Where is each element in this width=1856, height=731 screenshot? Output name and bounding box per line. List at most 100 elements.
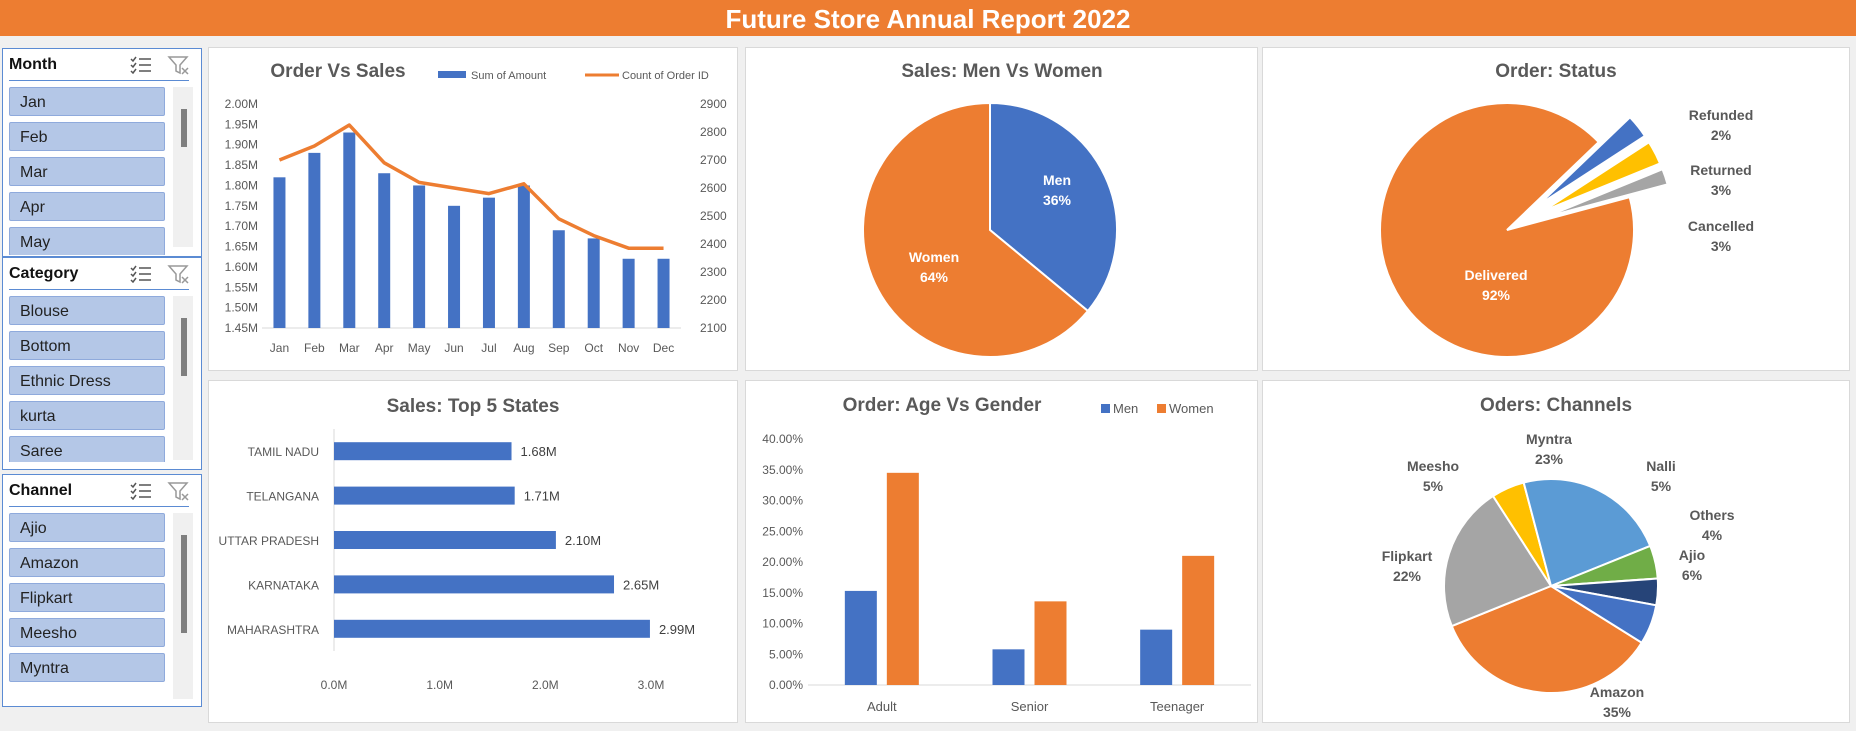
x-tick-label: Jan bbox=[270, 341, 289, 355]
slicer-header: Channel bbox=[3, 475, 201, 505]
y2-tick-label: 2200 bbox=[700, 293, 727, 307]
slicer-item-blouse[interactable]: Blouse bbox=[9, 296, 165, 325]
pie-slice-refunded bbox=[1544, 167, 1669, 219]
slicer-item-saree[interactable]: Saree bbox=[9, 436, 165, 462]
y-tick-label: 20.00% bbox=[762, 555, 803, 569]
legend-label: Count of Order ID bbox=[622, 70, 709, 82]
y-tick-label: 0.00% bbox=[769, 678, 803, 692]
y-tick-label: 15.00% bbox=[762, 586, 803, 600]
bar-nov bbox=[622, 258, 635, 328]
pie-slice-delivered bbox=[1379, 102, 1635, 358]
legend-swatch-amount bbox=[438, 71, 466, 78]
slicer-item-mar[interactable]: Mar bbox=[9, 157, 165, 186]
multi-select-icon[interactable] bbox=[129, 263, 153, 283]
x-tick-label: Apr bbox=[375, 341, 394, 355]
y2-tick-label: 2900 bbox=[700, 97, 727, 111]
y-tick-label: 25.00% bbox=[762, 524, 803, 538]
pie-slice-returned bbox=[1541, 140, 1662, 213]
bar-apr bbox=[378, 173, 391, 328]
slicer-item-meesho[interactable]: Meesho bbox=[9, 618, 165, 647]
scrollbar-thumb[interactable] bbox=[181, 318, 187, 376]
slicer-header: Category bbox=[3, 258, 201, 288]
bar-oct bbox=[587, 238, 600, 328]
slice-pct: 3% bbox=[1711, 238, 1732, 254]
bar-sep bbox=[552, 230, 565, 328]
slice-label: Flipkart bbox=[1382, 548, 1433, 564]
slicer-item-ethnic-dress[interactable]: Ethnic Dress bbox=[9, 366, 165, 395]
x-tick-label: Teenager bbox=[1150, 699, 1205, 714]
x-tick-label: Jun bbox=[444, 341, 463, 355]
y2-tick-label: 2800 bbox=[700, 125, 727, 139]
multi-select-icon[interactable] bbox=[129, 480, 153, 500]
scrollbar-thumb[interactable] bbox=[181, 535, 187, 633]
x-tick-label: 0.0M bbox=[321, 678, 348, 692]
x-tick-label: 2.0M bbox=[532, 678, 559, 692]
slice-label: Refunded bbox=[1689, 107, 1754, 123]
chart-title: Sales: Top 5 States bbox=[387, 396, 560, 417]
y2-tick-label: 2400 bbox=[700, 237, 727, 251]
bar-adult-women bbox=[886, 472, 919, 685]
multi-select-icon[interactable] bbox=[129, 54, 153, 74]
slice-label: Women bbox=[909, 249, 959, 265]
slicer-item-amazon[interactable]: Amazon bbox=[9, 548, 165, 577]
x-tick-label: Adult bbox=[867, 699, 897, 714]
legend-label: Women bbox=[1169, 401, 1214, 416]
y-tick-label: 1.95M bbox=[225, 117, 258, 131]
slicer-item-bottom[interactable]: Bottom bbox=[9, 331, 165, 360]
slicer-divider bbox=[9, 80, 189, 81]
slice-label: Men bbox=[1043, 172, 1071, 188]
pie-slice-flipkart bbox=[1443, 494, 1553, 628]
slice-pct: 4% bbox=[1702, 527, 1723, 543]
slicer-item-kurta[interactable]: kurta bbox=[9, 401, 165, 430]
bar-jan bbox=[273, 177, 286, 328]
y-tick-label: 1.90M bbox=[225, 138, 258, 152]
x-tick-label: Oct bbox=[584, 341, 603, 355]
y-tick-label: 1.70M bbox=[225, 219, 258, 233]
scrollbar-thumb[interactable] bbox=[181, 109, 187, 147]
slicer-item-myntra[interactable]: Myntra bbox=[9, 653, 165, 682]
bar-senior-men bbox=[992, 649, 1025, 685]
chart-title: Order: Status bbox=[1495, 61, 1616, 82]
chart-title: Order Vs Sales bbox=[270, 61, 405, 82]
bar-state bbox=[334, 442, 512, 461]
slicer-item-feb[interactable]: Feb bbox=[9, 122, 165, 151]
bar-state bbox=[334, 619, 650, 638]
slicer-item-apr[interactable]: Apr bbox=[9, 192, 165, 221]
order-vs-sales-panel: Order Vs Sales Sum of Amount Count of Orde… bbox=[208, 47, 738, 371]
slice-label: Delivered bbox=[1464, 267, 1527, 283]
slice-pct: 36% bbox=[1043, 192, 1072, 208]
clear-filter-icon[interactable] bbox=[167, 54, 191, 76]
channels-chart: Oders: Channels Amazon 35% Flipkart 22% Meesh… bbox=[1382, 395, 1735, 720]
bar-jun bbox=[448, 205, 461, 328]
bar-state bbox=[334, 486, 515, 505]
channels-panel: Oders: Channels Amazon 35% Flipkart 22% Meesh… bbox=[1262, 380, 1850, 723]
bar-adult-men bbox=[844, 590, 877, 685]
x-tick-label: 3.0M bbox=[638, 678, 665, 692]
clear-filter-icon[interactable] bbox=[167, 263, 191, 285]
slicer-item-may[interactable]: May bbox=[9, 227, 165, 255]
slice-pct: 6% bbox=[1682, 567, 1703, 583]
chart-title: Order: Age Vs Gender bbox=[843, 395, 1042, 416]
slicer-item-flipkart[interactable]: Flipkart bbox=[9, 583, 165, 612]
slicer-scrollbar[interactable] bbox=[173, 513, 193, 699]
slicer-title: Month bbox=[9, 56, 57, 73]
legend-label: Sum of Amount bbox=[471, 70, 546, 82]
value-label: 1.71M bbox=[524, 489, 560, 504]
slice-label: Returned bbox=[1690, 162, 1751, 178]
slice-label: Ajio bbox=[1679, 547, 1705, 563]
y2-tick-label: 2300 bbox=[700, 265, 727, 279]
category-label: MAHARASHTRA bbox=[227, 623, 319, 637]
slicer-item-ajio[interactable]: Ajio bbox=[9, 513, 165, 542]
bar-teenager-women bbox=[1182, 555, 1215, 685]
slice-label: Meesho bbox=[1407, 458, 1459, 474]
slicer-item-jan[interactable]: Jan bbox=[9, 87, 165, 116]
value-label: 2.65M bbox=[623, 577, 659, 592]
y-tick-label: 1.80M bbox=[225, 178, 258, 192]
slicer-scrollbar[interactable] bbox=[173, 296, 193, 460]
order-status-chart: Order: Status Delivered 92% Refunded 2% Retur… bbox=[1379, 61, 1754, 358]
slicer-scrollbar[interactable] bbox=[173, 87, 193, 247]
clear-filter-icon[interactable] bbox=[167, 480, 191, 502]
slice-label: Nalli bbox=[1646, 458, 1676, 474]
order-status-panel: Order: Status Delivered 92% Refunded 2% Retur… bbox=[1262, 47, 1850, 371]
category-label: TAMIL NADU bbox=[248, 445, 319, 459]
